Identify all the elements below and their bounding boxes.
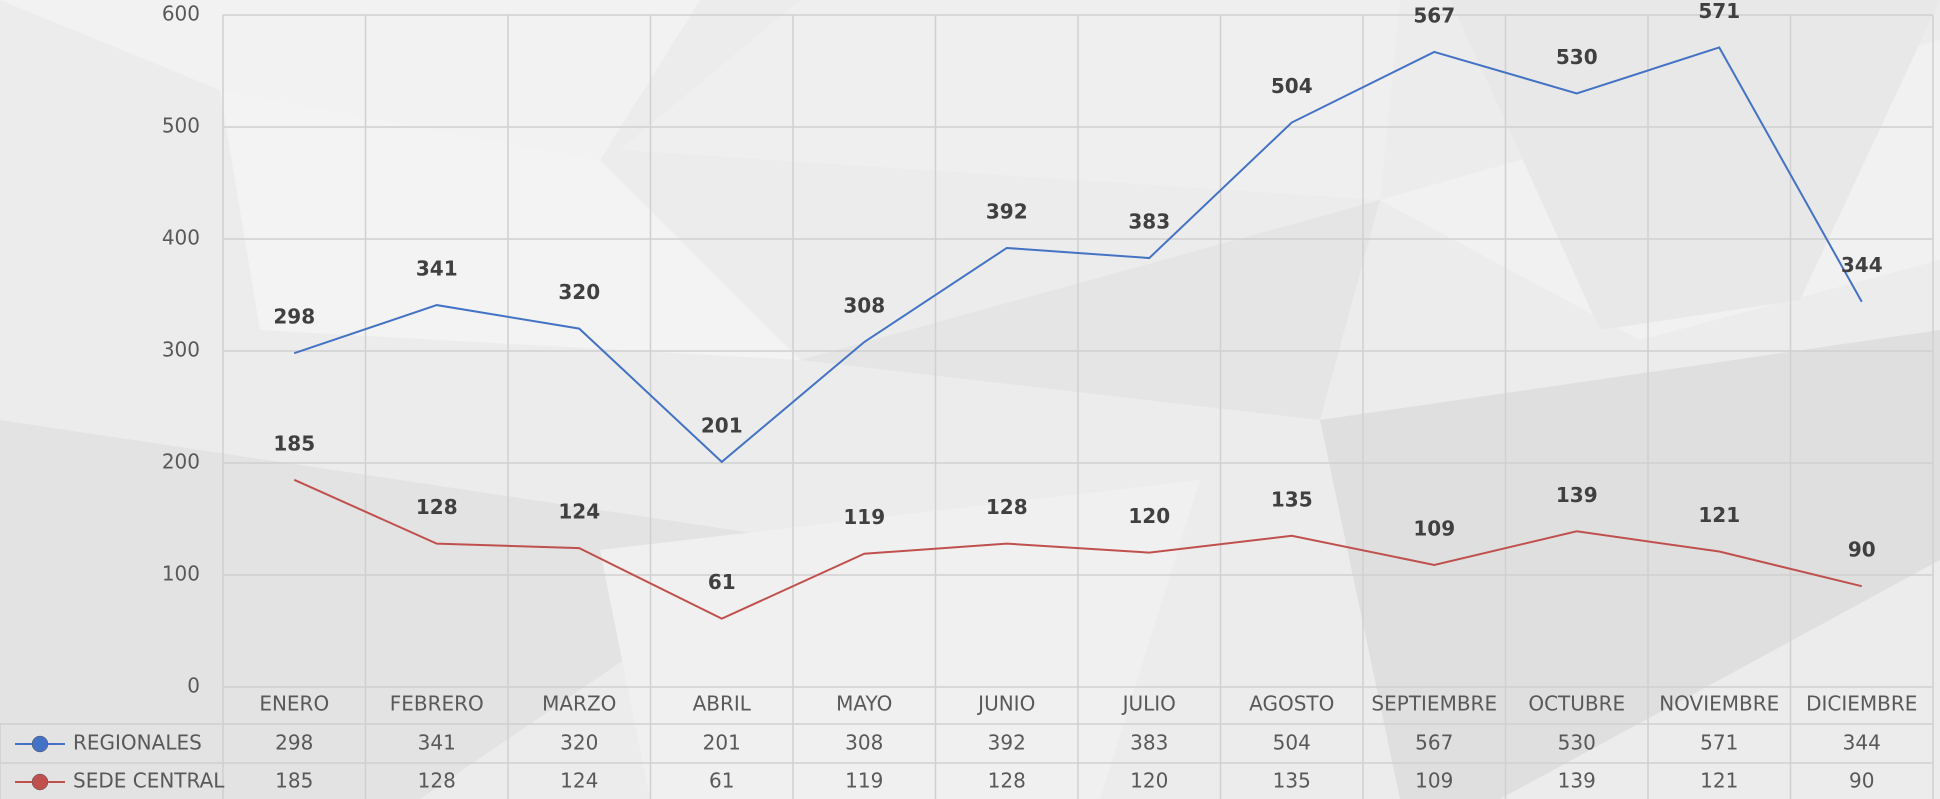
table-value: 61 xyxy=(709,769,734,793)
x-tick-label: ENERO xyxy=(259,692,329,716)
x-tick-label: NOVIEMBRE xyxy=(1659,692,1779,716)
table-value: 128 xyxy=(988,769,1026,793)
data-label: 109 xyxy=(1413,516,1455,540)
data-label: 120 xyxy=(1128,504,1170,528)
table-value: 320 xyxy=(560,731,598,755)
series-line xyxy=(293,478,1862,620)
data-label: 139 xyxy=(1556,483,1598,507)
data-label: 135 xyxy=(1271,487,1313,511)
data-label: 383 xyxy=(1128,210,1170,234)
table-value: 308 xyxy=(845,731,883,755)
table-value: 139 xyxy=(1558,769,1596,793)
legend-label: REGIONALES xyxy=(73,731,202,755)
table-value: 341 xyxy=(418,731,456,755)
data-label: 567 xyxy=(1413,3,1455,27)
data-label: 119 xyxy=(843,505,885,529)
x-tick-label: ABRIL xyxy=(693,692,752,716)
table-value: 530 xyxy=(1558,731,1596,755)
table-value: 344 xyxy=(1843,731,1881,755)
x-tick-label: OCTUBRE xyxy=(1528,692,1625,716)
table-value: 571 xyxy=(1700,731,1738,755)
y-tick-label: 400 xyxy=(162,226,200,250)
x-tick-label: DICIEMBRE xyxy=(1806,692,1917,716)
legend-marker xyxy=(31,773,49,791)
x-tick-label: JULIO xyxy=(1121,692,1176,716)
table-value: 121 xyxy=(1700,769,1738,793)
x-tick-label: MAYO xyxy=(836,692,892,716)
table-value: 298 xyxy=(275,731,313,755)
y-tick-label: 500 xyxy=(162,114,200,138)
data-label: 185 xyxy=(273,431,315,455)
data-label: 298 xyxy=(273,305,315,329)
legend-marker xyxy=(31,735,49,753)
x-tick-label: JUNIO xyxy=(976,692,1035,716)
data-label: 344 xyxy=(1841,253,1883,277)
data-label: 124 xyxy=(558,500,600,524)
y-tick-label: 300 xyxy=(162,338,200,362)
table-value: 201 xyxy=(703,731,741,755)
x-tick-label: FEBRERO xyxy=(390,692,484,716)
y-tick-label: 0 xyxy=(187,674,200,698)
data-label: 121 xyxy=(1698,503,1740,527)
table-value: 504 xyxy=(1273,731,1311,755)
series-line xyxy=(293,46,1863,464)
data-label: 320 xyxy=(558,280,600,304)
table-value: 185 xyxy=(275,769,313,793)
table-value: 392 xyxy=(988,731,1026,755)
x-tick-label: MARZO xyxy=(542,692,616,716)
data-label: 530 xyxy=(1556,45,1598,69)
data-label: 308 xyxy=(843,294,885,318)
y-tick-label: 200 xyxy=(162,450,200,474)
data-label: 504 xyxy=(1271,74,1313,98)
data-label: 392 xyxy=(986,199,1028,223)
data-label: 128 xyxy=(416,495,458,519)
data-label: 341 xyxy=(416,257,458,281)
y-tick-label: 600 xyxy=(162,2,200,26)
table-value: 120 xyxy=(1130,769,1168,793)
table-value: 109 xyxy=(1415,769,1453,793)
data-label: 571 xyxy=(1698,0,1740,23)
data-label: 90 xyxy=(1848,538,1876,562)
table-value: 124 xyxy=(560,769,598,793)
data-label: 128 xyxy=(986,495,1028,519)
table-value: 383 xyxy=(1130,731,1168,755)
table-value: 119 xyxy=(845,769,883,793)
x-tick-label: AGOSTO xyxy=(1249,692,1334,716)
table-value: 567 xyxy=(1415,731,1453,755)
table-value: 135 xyxy=(1273,769,1311,793)
data-label: 201 xyxy=(701,413,743,437)
legend-label: SEDE CENTRAL xyxy=(73,769,225,793)
table-value: 90 xyxy=(1849,769,1874,793)
y-tick-label: 100 xyxy=(162,562,200,586)
table-value: 128 xyxy=(418,769,456,793)
x-tick-label: SEPTIEMBRE xyxy=(1371,692,1497,716)
data-label: 61 xyxy=(708,570,736,594)
